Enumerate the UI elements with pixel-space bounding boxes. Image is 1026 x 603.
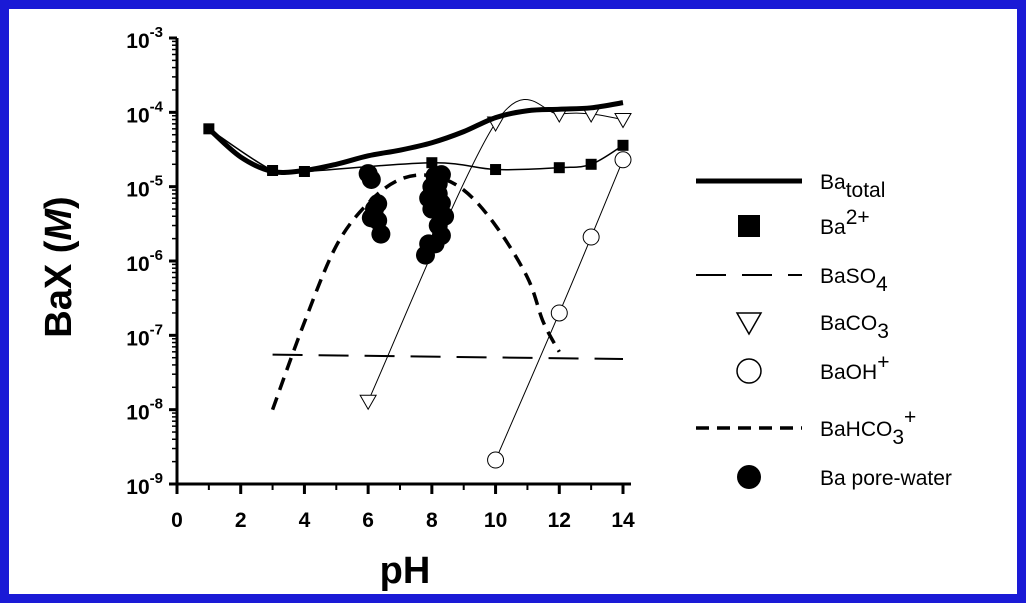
y-tick-label: 10-9 bbox=[126, 470, 163, 499]
series-baso4-line bbox=[272, 353, 624, 361]
series-batotal-line bbox=[207, 100, 624, 175]
legend-item: BaOH+ bbox=[736, 351, 889, 384]
ba2-marker bbox=[426, 157, 438, 169]
baco3-marker bbox=[614, 113, 632, 129]
legend-swatch-triangle bbox=[735, 312, 763, 336]
pore-water-marker bbox=[419, 188, 439, 208]
baco3-marker bbox=[359, 394, 378, 411]
baoh-marker bbox=[582, 228, 600, 246]
series-baoh-line bbox=[495, 159, 624, 461]
x-tick-label: 8 bbox=[426, 509, 438, 532]
legend-item: Ba2+ bbox=[738, 206, 870, 239]
ba2-marker bbox=[617, 139, 629, 151]
x-axis-label: pH bbox=[380, 550, 431, 592]
baoh-marker bbox=[550, 304, 568, 322]
y-axis-label-text: BaX bbox=[38, 263, 80, 338]
legend-label: Ba2+ bbox=[820, 206, 870, 239]
series-bahco3-line bbox=[270, 173, 561, 411]
ba2-marker bbox=[585, 158, 597, 170]
baoh-marker bbox=[487, 451, 505, 469]
legend-item: Batotal bbox=[696, 171, 885, 202]
legend-swatch-filled-circle bbox=[737, 465, 761, 489]
legend-item: BaSO4 bbox=[696, 265, 888, 296]
x-tick-label: 12 bbox=[548, 509, 571, 532]
y-axis-unit: M bbox=[38, 208, 80, 241]
x-tick-label: 14 bbox=[611, 509, 635, 532]
y-tick-label: 10-3 bbox=[126, 24, 163, 53]
legend-swatch-open-circle bbox=[736, 358, 762, 384]
legend-label: Batotal bbox=[820, 171, 885, 202]
pore-water-marker bbox=[371, 224, 391, 244]
legend-label: BaOH+ bbox=[820, 351, 889, 384]
x-tick-label: 4 bbox=[299, 509, 311, 532]
series-baco3-line bbox=[367, 98, 624, 402]
ba2-marker bbox=[553, 162, 565, 174]
legend-item: BaHCO3+ bbox=[696, 406, 916, 449]
pore-water-marker bbox=[368, 194, 388, 214]
pore-water-marker bbox=[425, 234, 445, 254]
legend-label: BaCO3 bbox=[820, 312, 889, 343]
plot-area: 0 2 4 6 8 10 12 14 10-9 10-8 10-7 10-6 10-5 10-4 10-3 bbox=[126, 24, 635, 532]
pore-water-marker bbox=[361, 169, 381, 189]
x-tick-label: 10 bbox=[484, 509, 507, 532]
legend-item: Ba pore-water bbox=[737, 465, 952, 490]
ba2-marker bbox=[490, 164, 502, 176]
y-axis-label: BaX (M) bbox=[38, 196, 80, 337]
y-tick-label: 10-7 bbox=[126, 321, 163, 350]
x-tick-label: 0 bbox=[171, 509, 183, 532]
x-tick-label: 6 bbox=[362, 509, 374, 532]
chart: 0 2 4 6 8 10 12 1410-910-810-710-610-510-410-3 … bbox=[38, 24, 952, 592]
baoh-marker bbox=[614, 151, 632, 169]
legend-label: Ba pore-water bbox=[820, 467, 952, 490]
legend-label: BaSO4 bbox=[820, 265, 888, 296]
y-tick-label: 10-5 bbox=[126, 173, 163, 202]
y-tick-label: 10-8 bbox=[126, 396, 163, 425]
legend-swatch-square bbox=[738, 215, 760, 237]
pore-water-marker bbox=[431, 165, 451, 185]
pore-water-marker bbox=[361, 208, 381, 228]
legend-label: BaHCO3+ bbox=[820, 406, 916, 449]
pore-water-marker bbox=[435, 206, 455, 226]
legend: Batotal Ba2+ BaSO4 BaCO3 BaOH+ BaHCO3+ Ba pore… bbox=[696, 171, 952, 490]
x-tick-label: 2 bbox=[235, 509, 247, 532]
legend-item: BaCO3 bbox=[735, 312, 889, 343]
y-tick-label: 10-6 bbox=[126, 247, 163, 276]
y-tick-label: 10-4 bbox=[126, 98, 163, 127]
